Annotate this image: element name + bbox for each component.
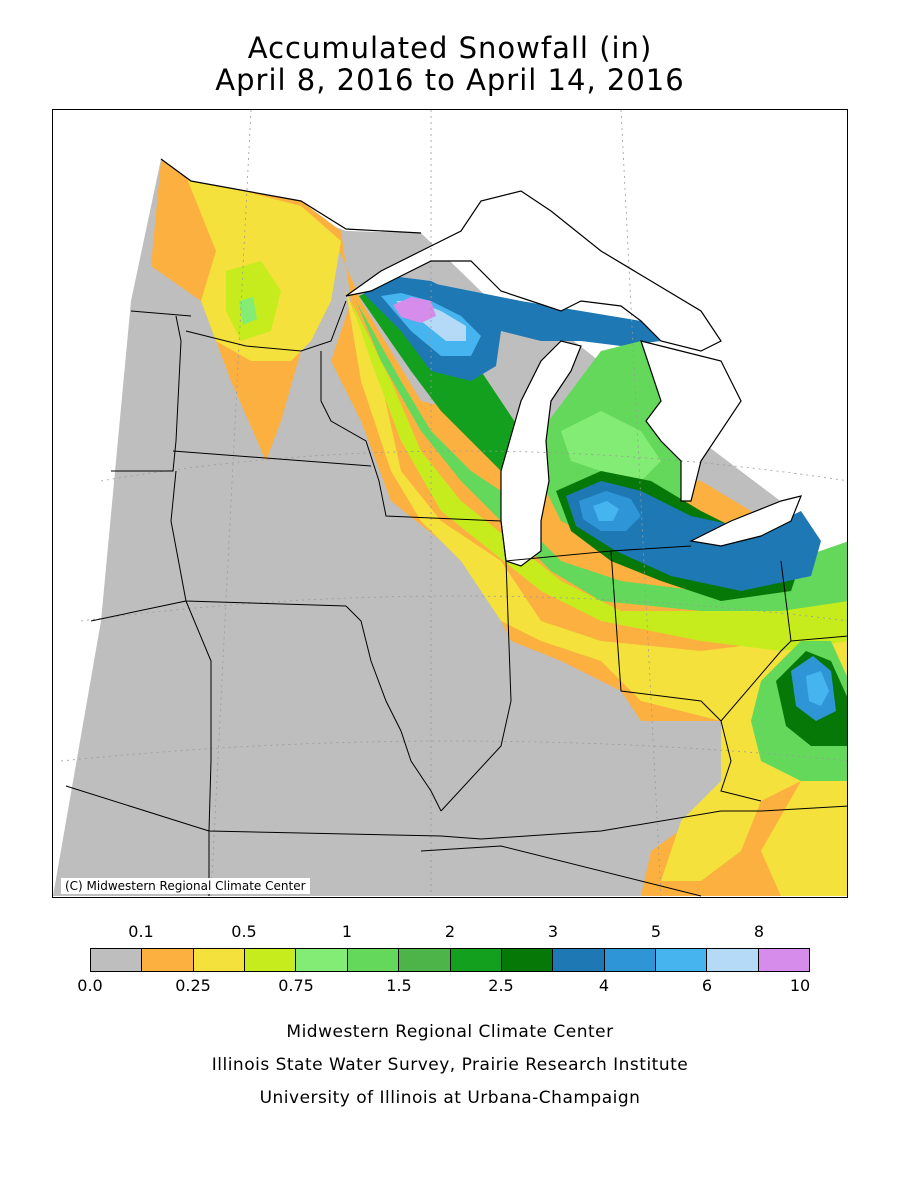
legend-label: 2.5 [488,976,514,995]
snow-band-5-east [806,671,829,706]
lake-erie [691,496,801,546]
legend-swatch [296,949,348,971]
snow-band-0-25-wi [346,291,847,881]
legend-swatch [245,949,297,971]
snowfall-map: (C) Midwestern Regional Climate Center [52,109,848,898]
lake-huron [641,341,741,501]
map-title: Accumulated Snowfall (in) [247,31,653,65]
map-date-range: April 8, 2016 to April 14, 2016 [215,63,685,97]
legend-swatch [91,949,143,971]
snow-band-0-75-mi [561,411,661,481]
snow-band-3-up [421,281,661,346]
legend-label: 6 [701,976,713,995]
legend-label: 0.0 [77,976,103,995]
legend-swatch [450,949,502,971]
legend-label: 10 [789,976,811,995]
color-legend: 0.1 0.5 1 2 3 5 8 0.0 0.25 0.75 1.5 2.5 … [77,922,811,1002]
legend-label: 0.5 [231,922,257,941]
legend-label: 1.5 [386,976,412,995]
legend-swatch [142,949,194,971]
snow-band-0-75-west [239,297,257,325]
legend-swatch [707,949,759,971]
credit-line: Midwestern Regional Climate Center [286,1022,614,1042]
credit-line: University of Illinois at Urbana-Champai… [259,1088,641,1108]
lake-superior [346,191,721,351]
legend-swatch [655,949,708,971]
legend-swatch [347,949,400,971]
lat-lon-grid [60,110,847,897]
legend-color-bar [90,948,810,972]
snow-band-0-1-west [151,161,847,896]
snow-band-0-5-wi [351,301,847,651]
legend-label: 0.25 [175,976,211,995]
legend-swatch [553,949,605,971]
canada-land [161,110,847,496]
legend-label: 0.75 [278,976,314,995]
legend-swatch [193,949,246,971]
credit-line: Illinois State Water Survey, Prairie Res… [211,1055,689,1075]
map-copyright: (C) Midwestern Regional Climate Center [61,878,310,894]
legend-swatch [604,949,656,971]
legend-label: 1 [341,922,353,941]
legend-label: 5 [650,922,662,941]
legend-swatch [501,949,554,971]
legend-label: 8 [753,922,765,941]
snow-band-5-mi [593,501,619,521]
map-canvas [53,110,847,897]
legend-swatch [399,949,451,971]
legend-label: 3 [547,922,559,941]
snow-band-2-wi [359,286,521,471]
lake-outlines [160,158,802,567]
legend-label: 2 [444,922,456,941]
legend-swatch [758,949,810,971]
snow-band-1-wi [356,301,847,611]
snow-band-0-25-ne [761,781,847,896]
legend-label: 0.1 [128,922,154,941]
legend-label: 4 [598,976,610,995]
lake-michigan [501,341,581,566]
snow-band-8-wi [393,297,436,323]
